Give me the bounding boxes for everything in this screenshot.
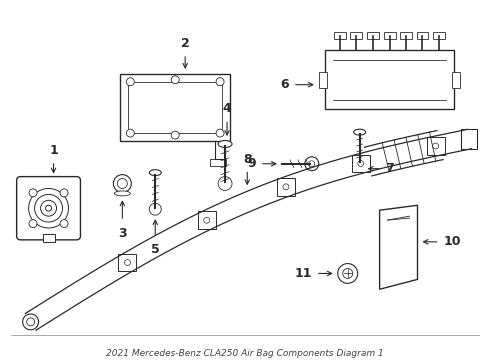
Text: 2: 2: [181, 37, 190, 50]
Ellipse shape: [354, 129, 366, 135]
Text: 2021 Mercedes-Benz CLA250 Air Bag Components Diagram 1: 2021 Mercedes-Benz CLA250 Air Bag Compon…: [106, 348, 384, 357]
Circle shape: [216, 78, 224, 86]
Bar: [352, 154, 370, 172]
Circle shape: [60, 189, 68, 197]
Circle shape: [354, 158, 366, 170]
Circle shape: [29, 189, 37, 197]
Circle shape: [305, 157, 319, 171]
Bar: [128, 82, 222, 133]
Circle shape: [433, 143, 439, 149]
Text: 7: 7: [386, 162, 394, 175]
Circle shape: [46, 205, 51, 211]
Bar: [427, 137, 444, 155]
Bar: [119, 254, 136, 271]
Bar: [277, 178, 295, 196]
Bar: [121, 74, 230, 141]
Text: 5: 5: [151, 243, 160, 256]
Bar: [462, 129, 477, 149]
Circle shape: [118, 179, 127, 189]
Circle shape: [358, 161, 364, 166]
Circle shape: [218, 177, 232, 190]
Bar: [43, 234, 54, 242]
Circle shape: [343, 269, 353, 278]
Circle shape: [29, 220, 37, 228]
Bar: [198, 211, 216, 229]
Bar: [319, 72, 327, 88]
Bar: [334, 32, 346, 39]
Text: 9: 9: [247, 157, 256, 170]
Bar: [416, 32, 428, 39]
Text: 8: 8: [243, 153, 251, 166]
Ellipse shape: [114, 191, 130, 196]
Bar: [434, 32, 445, 39]
Text: 6: 6: [280, 78, 289, 91]
Bar: [399, 32, 412, 39]
Circle shape: [309, 161, 315, 167]
Circle shape: [283, 184, 289, 190]
Bar: [384, 32, 395, 39]
Circle shape: [124, 260, 130, 266]
Circle shape: [23, 314, 39, 330]
Circle shape: [216, 129, 224, 137]
Circle shape: [338, 264, 358, 283]
Text: 3: 3: [118, 227, 126, 240]
Text: 11: 11: [294, 267, 312, 280]
Text: 4: 4: [222, 102, 231, 115]
Bar: [350, 32, 362, 39]
Circle shape: [126, 78, 134, 86]
Ellipse shape: [218, 140, 232, 148]
Ellipse shape: [149, 170, 161, 176]
Bar: [210, 159, 226, 166]
Circle shape: [26, 318, 35, 326]
Circle shape: [171, 131, 179, 139]
Circle shape: [113, 175, 131, 192]
Polygon shape: [380, 205, 417, 289]
Text: 1: 1: [49, 144, 58, 157]
Circle shape: [204, 217, 210, 223]
Bar: [452, 72, 461, 88]
FancyBboxPatch shape: [17, 177, 80, 240]
Bar: [367, 32, 379, 39]
Circle shape: [149, 203, 161, 215]
Text: 10: 10: [443, 235, 461, 248]
Bar: [325, 50, 454, 109]
Circle shape: [126, 129, 134, 137]
Circle shape: [171, 76, 179, 84]
Circle shape: [60, 220, 68, 228]
